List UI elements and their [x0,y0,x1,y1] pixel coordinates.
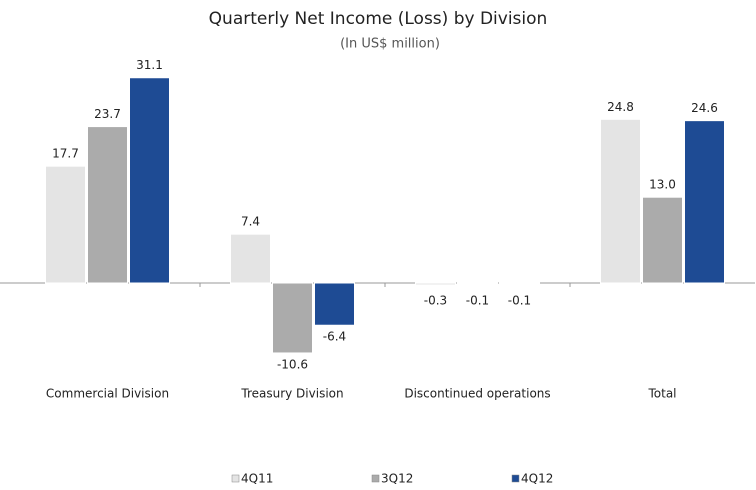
bar [600,118,641,284]
data-label: -10.6 [277,357,308,371]
legend-label: 4Q11 [241,472,273,486]
legend-label: 4Q12 [521,472,553,486]
legend-swatch [231,474,240,483]
data-label: 31.1 [136,58,163,72]
data-label: 17.7 [52,147,79,161]
x-tick-label: Commercial Division [46,387,169,401]
bar [415,282,456,286]
x-tick-label: Discontinued operations [404,387,550,401]
bar [642,196,683,284]
bar [129,77,170,284]
bar [457,282,498,285]
legend-swatch [511,474,520,483]
bar [272,282,313,354]
data-label: 13.0 [649,178,676,192]
data-label: 24.6 [691,101,718,115]
data-label: 23.7 [94,107,121,121]
bar [684,120,725,284]
data-label: -0.3 [424,294,447,308]
legend-swatch [371,474,380,483]
data-label: 7.4 [241,215,260,229]
legend-label: 3Q12 [381,472,413,486]
bar [499,282,540,285]
data-label: 24.8 [607,100,634,114]
data-label: -0.1 [508,294,531,308]
chart-title: Quarterly Net Income (Loss) by Division [209,9,548,29]
bar [45,165,86,284]
data-label: -0.1 [466,294,489,308]
bar [314,282,355,326]
x-tick-label: Total [647,387,676,401]
bar [230,233,271,284]
data-label: -6.4 [323,330,346,344]
chart-subtitle: (In US$ million) [340,37,440,52]
x-tick-label: Treasury Division [240,387,343,401]
bar [87,126,128,284]
